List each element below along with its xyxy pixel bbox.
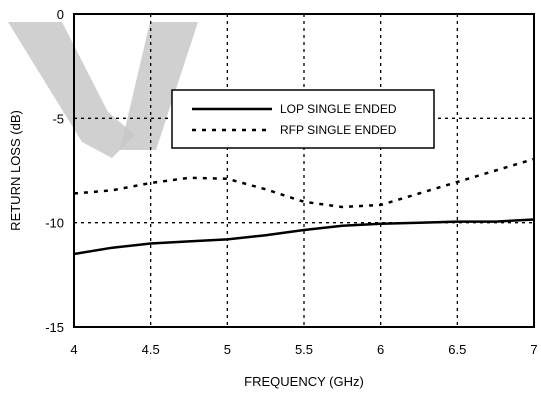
x-tick-label: 6: [377, 342, 384, 357]
grid: [74, 14, 534, 327]
plot-frame: [73, 13, 535, 328]
y-axis-title: RETURN LOSS (dB): [8, 110, 23, 231]
x-axis-title: FREQUENCY (GHz): [244, 374, 364, 389]
x-tick-label: 4.5: [142, 342, 160, 357]
x-tick-label: 4: [70, 342, 77, 357]
y-tick-label: -10: [45, 216, 64, 231]
x-tick-label: 6.5: [448, 342, 466, 357]
legend-box: [171, 89, 435, 149]
y-tick-label: -5: [52, 111, 64, 126]
y-tick-label: -15: [45, 320, 64, 335]
x-tick-label: 5.5: [295, 342, 313, 357]
series-layer: [73, 157, 535, 256]
y-tick-label: 0: [57, 7, 64, 22]
legend-label-rfp: RFP SINGLE ENDED: [280, 123, 397, 137]
series-line-rfp: [73, 157, 535, 209]
x-tick-label: 7: [530, 342, 537, 357]
x-tick-label: 5: [224, 342, 231, 357]
watermark-stroke: [8, 22, 135, 158]
series-line-lop: [73, 218, 535, 256]
legend: LOP SINGLE ENDED RFP SINGLE ENDED: [171, 89, 435, 149]
tick-labels: 4 4.5 5 5.5 6 6.5 7 0 -5 -10 -15: [45, 7, 537, 357]
legend-label-lop: LOP SINGLE ENDED: [280, 102, 397, 116]
